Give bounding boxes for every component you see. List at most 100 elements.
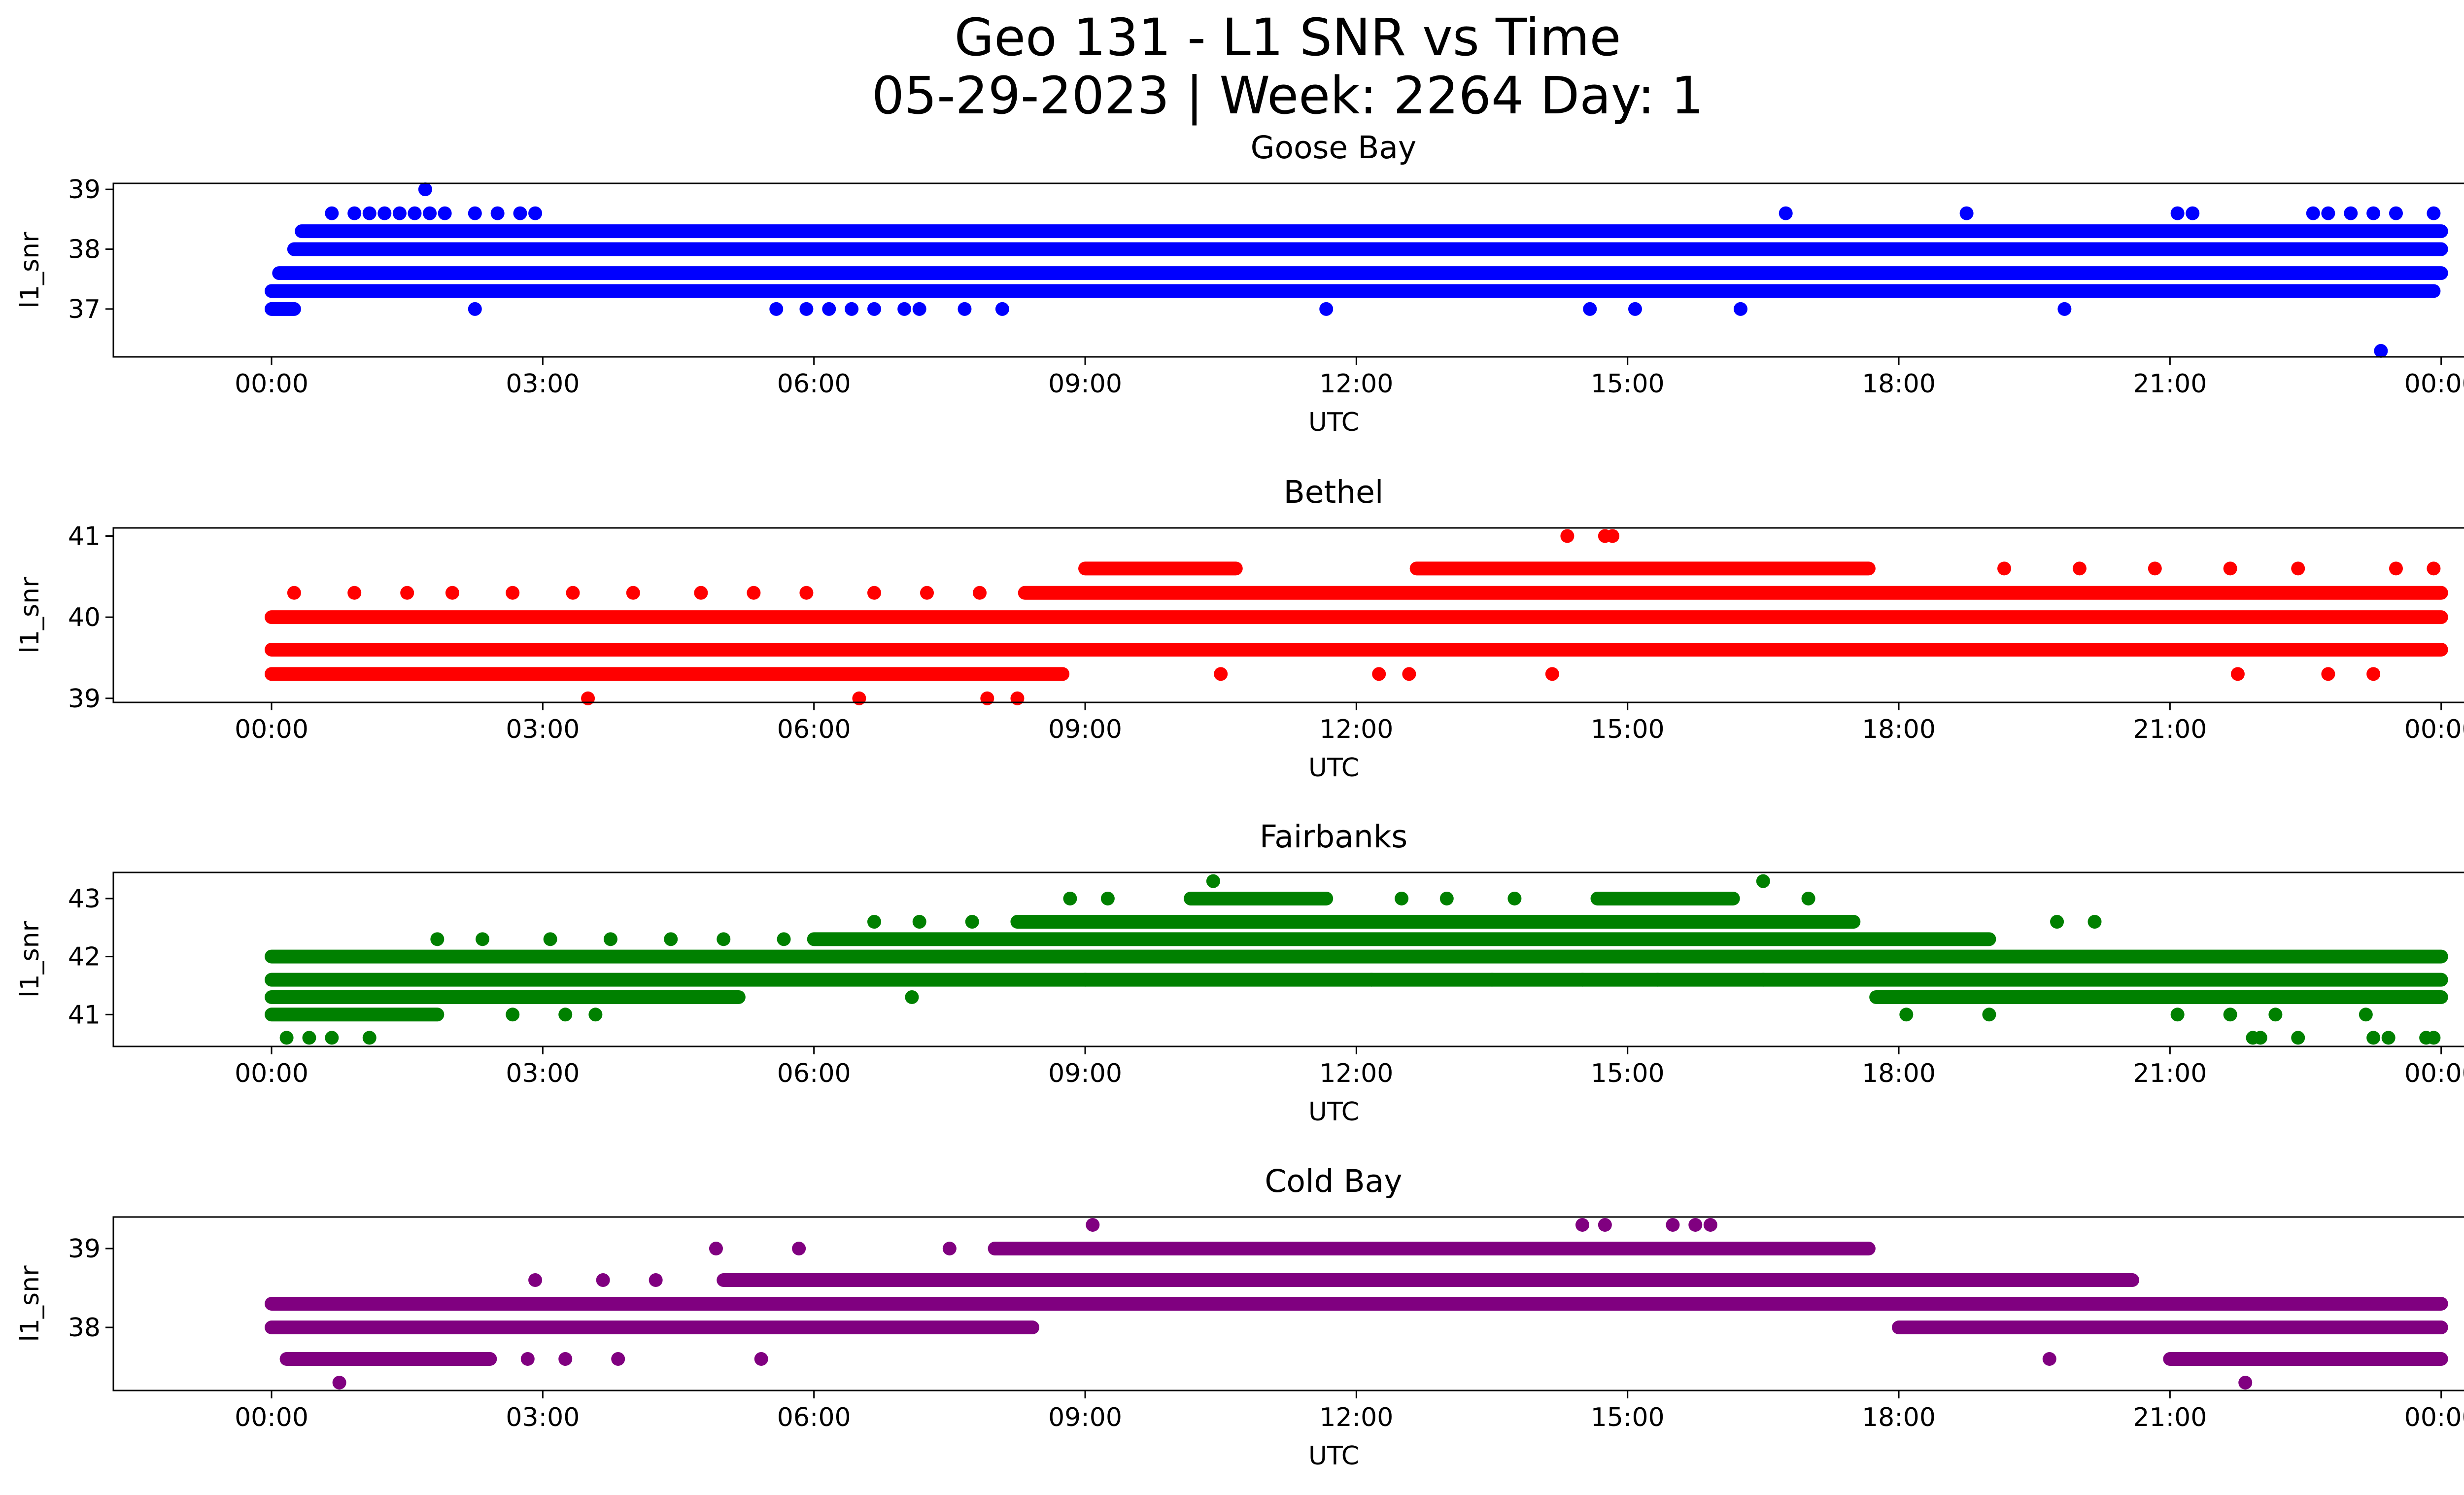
x-tick-label: 06:00	[777, 369, 851, 399]
sample-point	[2238, 1376, 2253, 1390]
sample-point	[1734, 302, 1747, 316]
sample-point	[942, 1242, 957, 1255]
sample-point	[1628, 302, 1642, 316]
sample-point	[325, 206, 339, 220]
axes-frame	[112, 871, 2464, 1047]
sample-point	[920, 586, 934, 600]
x-tick-label: 00:00	[235, 1403, 308, 1432]
sample-point	[279, 1031, 294, 1045]
x-tick-label: 03:00	[506, 1059, 580, 1088]
sample-point	[1899, 1008, 1914, 1022]
sample-point	[965, 915, 979, 929]
y-tick-label: 43	[68, 884, 101, 914]
x-tick-label: 03:00	[506, 369, 580, 399]
sample-point	[995, 302, 1009, 316]
sample-point	[2427, 1031, 2441, 1045]
y-tick-label: 39	[68, 1234, 101, 1264]
x-tick-label: 00:00	[2404, 1059, 2464, 1088]
sample-point	[799, 302, 814, 316]
x-tick-label: 15:00	[1591, 369, 1665, 399]
sample-point	[1688, 1218, 1703, 1232]
sample-point	[2321, 206, 2335, 220]
data-points	[265, 1218, 2448, 1390]
sample-point	[347, 206, 362, 220]
sample-point	[2366, 1031, 2381, 1045]
sample-point	[1086, 1218, 1100, 1232]
panel-title: Bethel	[1284, 474, 1384, 510]
sample-point	[520, 1352, 535, 1366]
sample-point	[528, 206, 543, 220]
x-tick-label: 09:00	[1048, 1403, 1122, 1432]
sample-point	[1703, 1218, 1717, 1232]
sample-point	[1982, 1008, 1996, 1022]
x-tick-label: 00:00	[235, 369, 308, 399]
sample-point	[1680, 1297, 1695, 1311]
sample-point	[2306, 206, 2320, 220]
sample-point	[566, 586, 580, 600]
sample-point	[430, 932, 445, 946]
panel-bethel: Bethel 00:00 03:00 06:00 09:00 12:00 15:00 18:…	[15, 474, 2464, 783]
x-tick-label: 00:00	[235, 715, 308, 744]
sample-point	[332, 1376, 346, 1390]
sample-point	[588, 1008, 603, 1022]
x-tick-label: 18:00	[1862, 1403, 1936, 1432]
sample-point	[476, 932, 490, 946]
sample-point	[2321, 667, 2335, 681]
sample-point	[1214, 667, 1228, 681]
y-tick-label: 40	[68, 603, 101, 632]
figure-title-line2: 05-29-2023 | Week: 2264 Day: 1	[872, 66, 1704, 126]
x-tick-label: 00:00	[2404, 1403, 2464, 1432]
sample-point	[2050, 915, 2064, 929]
x-tick-label: 21:00	[2133, 1403, 2207, 1432]
axes-frame	[112, 182, 2464, 358]
x-tick-label: 21:00	[2133, 1059, 2207, 1088]
y-axis-label: l1_snr	[15, 921, 45, 998]
sample-point	[2186, 206, 2200, 220]
sample-point	[438, 206, 452, 220]
x-tick-label: 03:00	[506, 1403, 580, 1432]
sample-point	[1568, 1297, 1582, 1311]
sample-point	[1395, 891, 1409, 905]
sample-point	[867, 302, 881, 316]
sample-point	[392, 206, 407, 220]
sample-point	[867, 586, 881, 600]
x-tick-label: 18:00	[1862, 369, 1936, 399]
sample-point	[717, 932, 731, 946]
sample-point	[2223, 561, 2237, 576]
y-tick-label: 39	[68, 175, 101, 205]
sample-point	[1364, 973, 1378, 987]
y-tick-label: 41	[68, 1000, 101, 1030]
sample-point	[1779, 206, 1793, 220]
x-tick-label: 00:00	[235, 1059, 308, 1088]
sample-point	[709, 1242, 723, 1255]
y-tick-label: 38	[68, 235, 101, 265]
y-tick-label: 38	[68, 1313, 101, 1343]
sample-point	[1575, 1218, 1589, 1232]
sample-point	[2366, 206, 2381, 220]
sample-point	[1439, 891, 1454, 905]
sample-point	[2223, 1008, 2237, 1022]
y-tick-label: 39	[68, 684, 101, 714]
sample-point	[468, 302, 482, 316]
sample-point	[2268, 1008, 2283, 1022]
sample-point	[2374, 344, 2388, 358]
x-axis-label: UTC	[1308, 1097, 1359, 1127]
sample-point	[418, 182, 432, 197]
sample-point	[325, 1031, 339, 1045]
sample-point	[2230, 667, 2245, 681]
sample-point	[1741, 1297, 1755, 1311]
sample-point	[980, 691, 994, 705]
sample-point	[543, 932, 557, 946]
sample-point	[2170, 1008, 2185, 1022]
sample-point	[362, 1031, 376, 1045]
data-points	[265, 529, 2448, 705]
x-tick-label: 09:00	[1048, 715, 1122, 744]
sample-point	[347, 586, 362, 600]
sample-point	[2291, 561, 2305, 576]
sample-point	[2427, 561, 2441, 576]
sample-point	[581, 691, 595, 705]
sample-point	[2088, 915, 2102, 929]
sample-point	[1063, 891, 1077, 905]
sample-point	[2344, 206, 2358, 220]
